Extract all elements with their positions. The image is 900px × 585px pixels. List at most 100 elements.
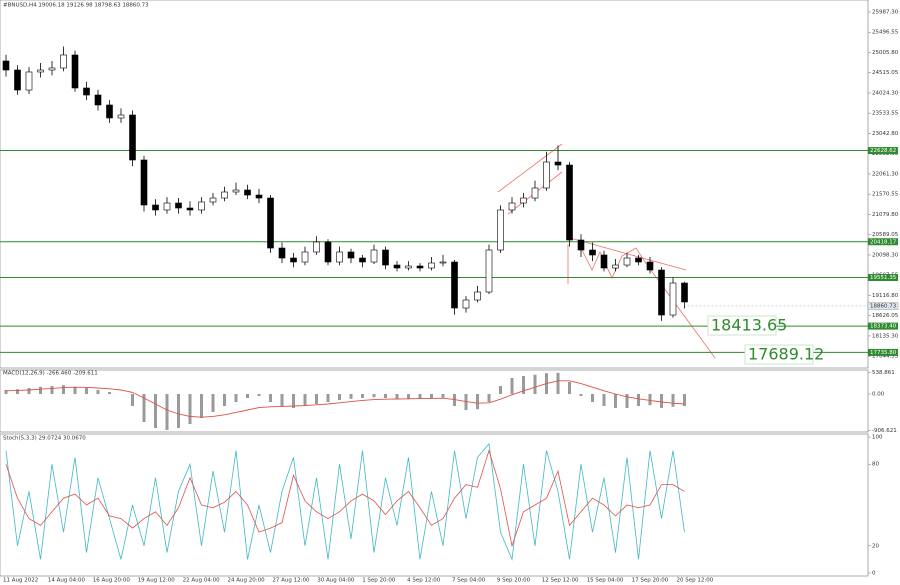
y-tick-label: 20	[872, 543, 879, 549]
candle-body	[71, 54, 79, 89]
x-tick-label: 19 Aug 12:00	[138, 578, 176, 584]
candle-body	[232, 189, 240, 193]
level-label: 17735.80	[870, 350, 897, 356]
x-tick-label: 27 Aug 12:00	[272, 578, 310, 584]
y-tick-label: 18135.30	[872, 333, 899, 339]
x-tick-label: 12 Sep 12:00	[542, 578, 579, 584]
y-tick-label: 100	[872, 435, 883, 441]
x-tick-label: 14 Aug 04:00	[48, 578, 86, 584]
candle-body	[313, 241, 320, 253]
candle-body	[2, 60, 10, 71]
candle-body	[83, 87, 90, 96]
macd-bar	[499, 386, 502, 394]
x-tick-label: 30 Aug 04:00	[317, 578, 355, 584]
candle-body	[48, 67, 56, 71]
macd-title: MACD(12,26,9) -266.460 -209.611	[3, 371, 98, 377]
macd-bar	[165, 394, 169, 430]
macd-bar	[660, 394, 663, 408]
candle-body	[186, 207, 194, 211]
level-label: 18373.40	[870, 324, 897, 330]
macd-bar	[27, 388, 31, 394]
macd-panel	[0, 369, 869, 433]
candle-body	[117, 114, 125, 119]
trendline	[497, 143, 563, 193]
candle-body	[520, 197, 527, 204]
macd-bar	[200, 394, 203, 418]
level-label: 20418.17	[870, 239, 897, 245]
candle-body	[198, 201, 205, 211]
macd-bar	[418, 394, 422, 399]
macd-bar	[326, 394, 330, 402]
y-tick-label: 20098.30	[872, 252, 899, 258]
y-tick-label: 24024.30	[872, 90, 899, 96]
candle-body	[600, 254, 608, 269]
macd-bar	[614, 394, 617, 408]
x-tick-label: 9 Sep 20:00	[497, 578, 531, 584]
candle-body	[531, 187, 539, 199]
macd-bar	[476, 394, 479, 410]
macd-bar	[487, 394, 491, 402]
x-tick-label: 20 Sep 12:00	[677, 578, 714, 584]
macd-bar	[96, 390, 100, 394]
candle-body	[94, 94, 102, 106]
candle-body	[428, 262, 435, 269]
y-tick-label: 24515.05	[872, 70, 899, 76]
macd-bar	[361, 394, 364, 398]
candle-body	[140, 159, 148, 206]
y-tick-label: 23042.80	[872, 131, 899, 137]
macd-bar	[142, 394, 146, 422]
y-tick-label: 25005.80	[872, 50, 899, 56]
candle-body	[255, 194, 263, 199]
candle-body	[508, 202, 516, 211]
x-tick-label: 4 Sep 12:00	[407, 578, 441, 584]
y-tick-label: 17644.55	[872, 354, 899, 360]
macd-bar	[625, 394, 629, 408]
macd-bar	[154, 394, 157, 428]
candle-body	[669, 282, 677, 316]
macd-bar	[234, 394, 238, 402]
y-tick-label: 20589.05	[872, 232, 899, 238]
candle-body	[405, 265, 412, 269]
candle-body	[393, 264, 401, 269]
macd-bar	[211, 394, 215, 412]
macd-bar	[315, 394, 318, 404]
candle-body	[439, 261, 447, 264]
candle-body	[163, 202, 171, 211]
macd-bar	[510, 378, 514, 394]
candle-body	[577, 239, 585, 251]
candle-body	[324, 241, 332, 263]
candle-body	[37, 69, 44, 73]
candle-body	[554, 161, 562, 166]
macd-bar	[395, 394, 399, 399]
x-tick-label: 17 Sep 20:00	[632, 578, 669, 584]
stoch-title: Stoch(5,3,3) 29.0724 30.0670	[3, 436, 86, 442]
macd-bar	[292, 394, 295, 408]
macd-bar	[303, 394, 307, 406]
candle-body	[14, 69, 21, 91]
level-label: 19551.35	[870, 275, 897, 281]
annotation-box	[744, 344, 814, 365]
y-tick-label: -906.621	[872, 428, 897, 434]
macd-bar	[269, 394, 272, 402]
macd-bar	[522, 376, 525, 394]
candle-body	[336, 251, 343, 263]
macd-bar	[430, 394, 433, 398]
annotation: 18413.65	[711, 316, 787, 335]
main-panel	[0, 0, 869, 369]
candle-body	[347, 251, 355, 259]
macd-bar	[407, 394, 410, 400]
macd-bar	[384, 394, 387, 398]
macd-bar	[579, 394, 583, 396]
macd-bar	[177, 394, 180, 428]
trendline	[569, 237, 687, 271]
candle-body	[359, 257, 366, 263]
x-tick-label: 1 Sep 20:00	[362, 578, 396, 584]
macd-bar	[602, 394, 606, 406]
y-tick-label: 21079.80	[872, 212, 899, 218]
macd-bar	[257, 394, 261, 396]
macd-bar	[591, 394, 594, 402]
candle-body	[301, 251, 309, 263]
macd-bar	[108, 392, 111, 394]
macd-bar	[441, 394, 445, 398]
candle-body	[497, 209, 504, 251]
